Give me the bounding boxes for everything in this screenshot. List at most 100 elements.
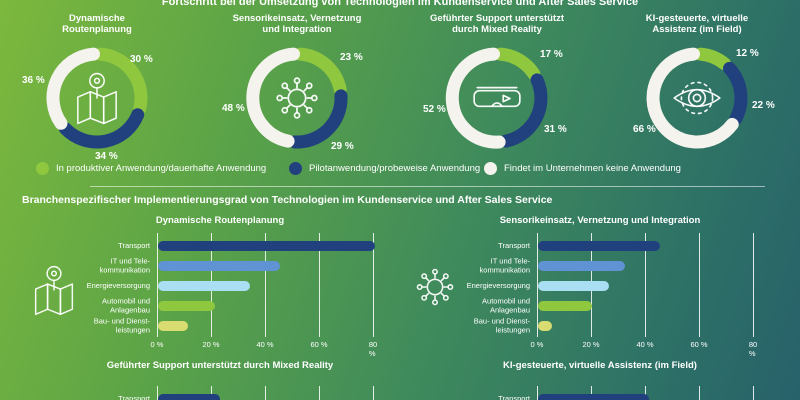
gridline <box>265 386 266 400</box>
segment-produktiv <box>94 47 148 115</box>
bar <box>158 261 281 271</box>
segment-pilot <box>288 89 348 149</box>
legend-dot-white <box>484 162 497 175</box>
segment-keine <box>46 47 100 130</box>
category-label: Automobil und Anlagenbau <box>102 296 150 314</box>
donut-value-pilot: 29 % <box>331 141 354 152</box>
legend-label: Findet im Unternehmen keine Anwendung <box>504 163 681 174</box>
donut-value-pilot: 34 % <box>95 151 118 162</box>
gridline <box>591 386 592 400</box>
axis-tick-label: 0 % <box>150 340 164 349</box>
category-label: Transport <box>118 393 150 400</box>
gridline <box>319 386 320 400</box>
chart-title: Geführter Support unterstützt durch Mixe… <box>106 360 334 371</box>
gridline <box>373 386 374 400</box>
bar <box>538 301 593 311</box>
plot-area: 0 %20 %40 %60 %80 % <box>531 230 759 365</box>
bar-chart-mixed-reality: Geführter Support unterstützt durch Mixe… <box>20 355 400 400</box>
bar <box>538 394 650 400</box>
gridline <box>211 386 212 400</box>
bar <box>538 281 609 291</box>
donut-title: Sensorikeinsatz, Vernetzung und Integrat… <box>232 13 362 35</box>
donut-group-dynamische-routenplanung: Dynamische Routenplanung 30 % 36 % 34 % <box>2 13 192 162</box>
bar <box>158 241 375 251</box>
category-label: Bau- und Dienst- leistungen <box>473 316 530 334</box>
chart-title: Sensorikeinsatz, Vernetzung und Integrat… <box>499 215 701 226</box>
donut-value-keine: 36 % <box>22 75 45 86</box>
gridline <box>537 386 538 400</box>
legend-dot-green <box>36 162 49 175</box>
mixed-reality-glasses-icon <box>470 82 524 114</box>
donut-chart: 30 % 36 % 34 % <box>22 46 153 162</box>
segment-produktiv <box>294 47 347 96</box>
gridline <box>373 233 374 337</box>
chart-title: Dynamische Routenplanung <box>155 215 285 226</box>
segment-keine <box>646 47 739 149</box>
map-icon <box>32 264 76 316</box>
bar <box>158 301 215 311</box>
segment-produktiv <box>494 47 541 81</box>
legend-item-pilot: Pilotanwendung/probeweise Anwendung <box>289 162 480 175</box>
donut-group-ki-assistenz: KI-gesteuerte, virtuelle Assistenz (im F… <box>602 13 792 150</box>
axis-tick-label: 20 % <box>202 340 220 349</box>
segment-pilot <box>58 108 145 149</box>
category-label: IT und Tele- kommunikation <box>99 256 150 274</box>
plot-area: 0 %20 %40 %60 %80 % <box>537 383 759 400</box>
donut-chart: 12 % 66 % 22 % <box>633 46 775 150</box>
bar <box>158 321 188 331</box>
plot-area: 0 %20 %40 %60 %80 % <box>157 383 379 400</box>
segment-pilot <box>723 61 748 126</box>
gridline <box>645 233 646 337</box>
donut-svg <box>46 47 148 149</box>
section-divider <box>90 186 765 187</box>
axis-tick-label: 80 % <box>748 340 758 358</box>
bar-chart-dynamische-routenplanung: Dynamische Routenplanung Transport IT und… <box>20 212 400 362</box>
axis-tick-label: 80 % <box>368 340 378 358</box>
bar <box>158 394 221 400</box>
legend-item-produktiv: In produktiver Anwendung/dauerhafte Anwe… <box>36 162 266 175</box>
segment-pilot <box>499 73 548 148</box>
gridline <box>265 233 266 337</box>
gridline <box>157 233 158 337</box>
axis-tick-label: 60 % <box>310 340 328 349</box>
legend-label: In produktiver Anwendung/dauerhafte Anwe… <box>56 163 267 174</box>
gridline <box>753 233 754 337</box>
gridline <box>753 386 754 400</box>
donut-value-keine: 48 % <box>222 103 245 114</box>
axis-tick-label: 20 % <box>582 340 600 349</box>
donut-svg <box>246 47 348 149</box>
donut-title: Geführter Support unterstützt durch Mixe… <box>429 13 565 35</box>
donut-value-pilot: 22 % <box>752 100 775 111</box>
gridline <box>319 233 320 337</box>
bar <box>538 261 625 271</box>
ai-eye-icon <box>670 77 724 119</box>
category-label: Energieversorgung <box>466 280 530 290</box>
axis-tick-label: 0 % <box>530 340 544 349</box>
legend-item-keine: Findet im Unternehmen keine Anwendung <box>484 162 681 175</box>
section2-title: Branchenspezifischer Implementierungsgra… <box>22 194 553 206</box>
category-label: Transport <box>498 240 530 250</box>
plot-area: 0 % 20 % 40 % 60 % 80 % <box>151 230 379 365</box>
donut-svg <box>646 47 748 149</box>
donut-chart: 23 % 48 % 29 % <box>222 46 363 152</box>
axis-tick-label: 40 % <box>636 340 654 349</box>
segment-produktiv <box>694 47 731 71</box>
bar <box>538 321 552 331</box>
bar <box>538 241 661 251</box>
donut-group-sensorikeinsatz: Sensorikeinsatz, Vernetzung und Integrat… <box>202 13 392 152</box>
category-label: Transport <box>498 393 530 400</box>
segment-keine <box>246 47 300 148</box>
bar <box>158 281 251 291</box>
gridline <box>157 386 158 400</box>
bar-chart-ki-assistenz: KI-gesteuerte, virtuelle Assistenz (im F… <box>400 355 780 400</box>
category-label: Energieversorgung <box>86 280 150 290</box>
donut-value-produktiv: 23 % <box>340 52 363 63</box>
category-label: IT und Tele- kommunikation <box>479 256 530 274</box>
axis-tick-label: 40 % <box>256 340 274 349</box>
gridline <box>645 386 646 400</box>
donut-value-produktiv: 12 % <box>736 48 759 59</box>
donut-svg <box>445 47 548 149</box>
legend-label: Pilotanwendung/probeweise Anwendung <box>309 163 481 174</box>
donut-title: Dynamische Routenplanung <box>62 13 132 35</box>
